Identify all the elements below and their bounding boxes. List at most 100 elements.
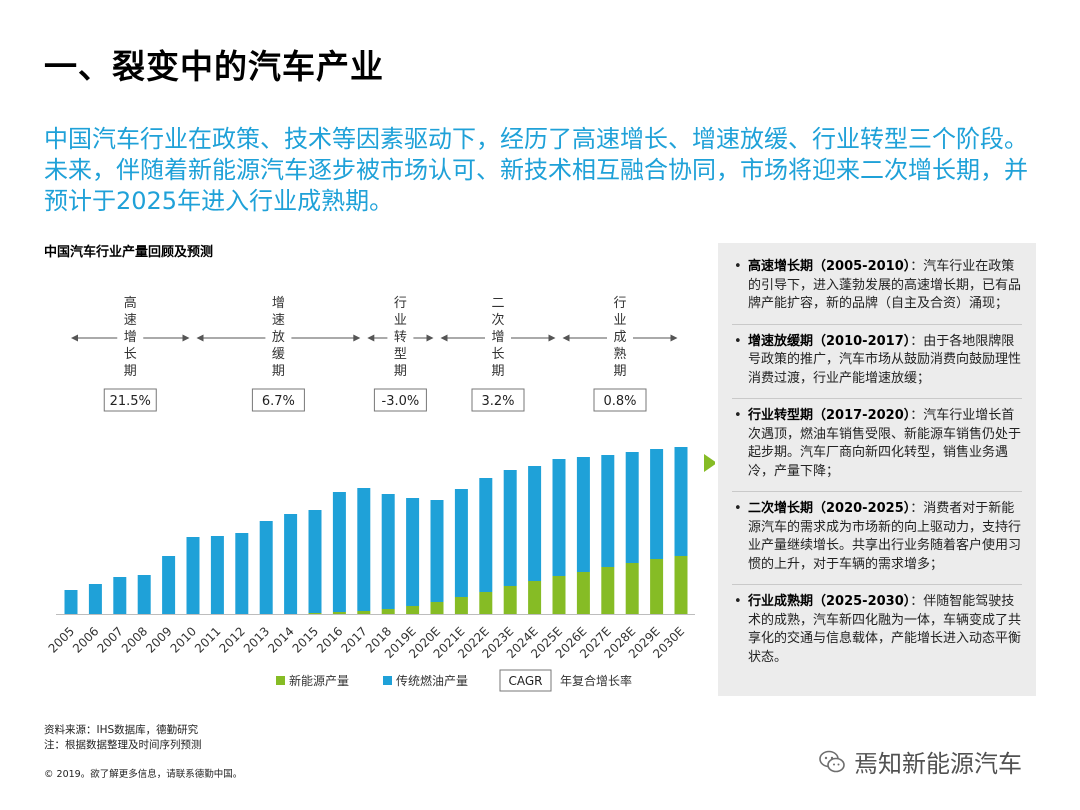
bar-fuel bbox=[210, 536, 224, 614]
phase-name: 转 bbox=[394, 330, 407, 345]
bar-fuel bbox=[259, 521, 273, 614]
bar-fuel bbox=[162, 556, 176, 614]
bar-fuel bbox=[576, 457, 590, 572]
bar-fuel bbox=[235, 533, 249, 614]
phase-name: 期 bbox=[613, 364, 626, 379]
bar-fuel bbox=[381, 494, 395, 609]
phase-arrowhead-right bbox=[426, 334, 434, 342]
phase-name: 行 bbox=[394, 296, 407, 311]
phase-name: 长 bbox=[124, 347, 137, 362]
cagr-value: 3.2% bbox=[481, 394, 514, 409]
bar-new-energy bbox=[454, 597, 468, 614]
x-tick-label: 2011 bbox=[192, 624, 223, 655]
bar-new-energy bbox=[406, 606, 420, 614]
bar-fuel bbox=[454, 489, 468, 597]
legend-cagr-text: 年复合增长率 bbox=[560, 673, 632, 688]
wechat-icon bbox=[818, 748, 846, 776]
bar-new-energy bbox=[674, 556, 688, 614]
legend-label-fuel: 传统燃油产量 bbox=[396, 673, 468, 688]
bar-fuel bbox=[113, 577, 127, 614]
intro-text: 中国汽车行业在政策、技术等因素驱动下，经历了高速增长、增速放缓、行业转型三个阶段… bbox=[44, 125, 1028, 215]
phase-name: 长 bbox=[491, 347, 504, 362]
cagr-box bbox=[251, 388, 305, 412]
x-tick-label: 2005 bbox=[46, 624, 77, 655]
bar-new-energy bbox=[479, 592, 493, 614]
phase-item: 增速放缓期（2010-2017）：由于各地限牌限号政策的推广，汽车市场从鼓励消费… bbox=[732, 333, 1022, 399]
x-tick-label: 2016 bbox=[314, 624, 345, 655]
cagr-value: -3.0% bbox=[382, 394, 420, 409]
x-tick-label: 2017 bbox=[338, 624, 369, 655]
cagr-value: 0.8% bbox=[603, 394, 636, 409]
phase-name: 业 bbox=[394, 313, 407, 328]
cagr-box bbox=[373, 388, 427, 412]
bar-fuel bbox=[284, 514, 298, 614]
phase-item-body: ：由于各地限牌限号政策的推广，汽车市场从鼓励消费向鼓励理性消费过渡，行业产能增速… bbox=[748, 333, 1022, 386]
phase-name: 期 bbox=[394, 364, 407, 379]
cagr-value: 21.5% bbox=[110, 394, 151, 409]
x-tick-label: 2012 bbox=[216, 624, 247, 655]
phase-item: 行业成熟期（2025-2030）：伴随智能驾驶技术的成熟，汽车新四化融为一体，车… bbox=[732, 593, 1022, 677]
phase-arrowhead-right bbox=[353, 334, 361, 342]
phase-name: 速 bbox=[124, 313, 137, 328]
bar-new-energy bbox=[308, 613, 322, 614]
phase-name: 行 bbox=[613, 296, 626, 311]
bar-new-energy bbox=[503, 586, 517, 614]
phase-list: 高速增长期（2005-2010）：汽车行业在政策的引导下，进入蓬勃发展的高速增长… bbox=[718, 243, 1036, 677]
bar-fuel bbox=[552, 459, 566, 576]
watermark-text: 焉知新能源汽车 bbox=[854, 750, 1022, 778]
phase-item: 高速增长期（2005-2010）：汽车行业在政策的引导下，进入蓬勃发展的高速增长… bbox=[732, 258, 1022, 325]
x-tick-label: 2009 bbox=[143, 624, 174, 655]
phase-item-heading: 二次增长期（2020-2025） bbox=[748, 501, 911, 516]
phase-name: 放 bbox=[272, 330, 285, 345]
legend-cagr-box bbox=[499, 669, 552, 692]
phase-item-body: ：伴随智能驾驶技术的成熟，汽车新四化融为一体，车辆变成了共享化的交通与信息载体，… bbox=[748, 594, 1022, 665]
bar-new-energy bbox=[528, 581, 542, 614]
bar-fuel bbox=[625, 452, 639, 563]
bar-fuel bbox=[406, 498, 420, 606]
phase-item-body: ：消费者对于新能源汽车的需求成为市场新的向上驱动力，支持行业产量继续增长。共享出… bbox=[748, 501, 1022, 572]
phase-name: 增 bbox=[491, 330, 504, 345]
legend-swatch-new-energy bbox=[276, 676, 285, 685]
bar-new-energy bbox=[381, 609, 395, 614]
phase-item-heading: 增速放缓期（2010-2017） bbox=[748, 333, 911, 349]
page-title: 一、裂变中的汽车产业 bbox=[44, 47, 384, 86]
x-tick-label: 2014 bbox=[265, 624, 296, 655]
bar-new-energy bbox=[625, 563, 639, 614]
bar-new-energy bbox=[650, 559, 664, 614]
chart-title: 中国汽车行业产量回顾及预测 bbox=[44, 245, 214, 260]
phase-arrowhead-right bbox=[182, 334, 190, 342]
legend-cagr-label: CAGR bbox=[508, 674, 542, 688]
bar-new-energy bbox=[576, 572, 590, 614]
phase-name: 期 bbox=[491, 364, 504, 379]
phase-item-body: ：汽车行业增长首次遇顶，燃油车销售受限、新能源车销售仍处于起步期。汽车厂商向新四… bbox=[748, 408, 1022, 479]
phase-arrowhead-left bbox=[440, 334, 448, 342]
phase-arrowhead-left bbox=[562, 334, 570, 342]
x-tick-label: 2008 bbox=[119, 624, 150, 655]
x-tick-label: 2006 bbox=[70, 624, 101, 655]
bar-fuel bbox=[674, 447, 688, 556]
bar-fuel bbox=[332, 492, 346, 612]
cagr-box bbox=[103, 388, 157, 412]
phase-arrowhead-left bbox=[71, 334, 78, 342]
cagr-box bbox=[471, 388, 525, 412]
bar-new-energy bbox=[430, 602, 444, 614]
bar-fuel bbox=[601, 455, 615, 567]
x-tick-label: 2007 bbox=[94, 624, 125, 655]
phase-item-heading: 行业成熟期（2025-2030） bbox=[748, 594, 911, 609]
x-tick-label: 2013 bbox=[241, 624, 272, 655]
phase-arrowhead-left bbox=[196, 334, 204, 342]
phase-name: 缓 bbox=[272, 347, 285, 362]
bar-new-energy bbox=[601, 567, 615, 614]
phase-name: 速 bbox=[272, 313, 285, 328]
bar-fuel bbox=[528, 466, 542, 581]
bar-fuel bbox=[64, 590, 78, 614]
phase-name: 期 bbox=[124, 364, 137, 379]
bar-fuel bbox=[88, 584, 102, 614]
bar-fuel bbox=[430, 500, 444, 602]
phase-name: 熟 bbox=[613, 346, 626, 362]
phase-name: 增 bbox=[124, 330, 137, 345]
method-note: 注：根据数据整理及时间序列预测 bbox=[44, 739, 202, 751]
legend-swatch-fuel bbox=[383, 676, 392, 685]
bar-fuel bbox=[503, 470, 517, 586]
bar-new-energy bbox=[332, 612, 346, 614]
